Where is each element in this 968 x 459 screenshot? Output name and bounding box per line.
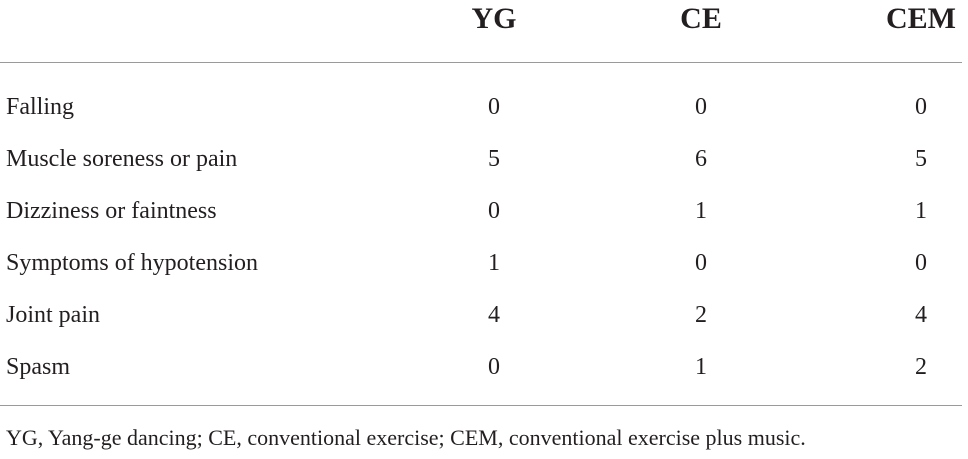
- column-header-cem: CEM: [886, 2, 956, 35]
- table-row: Falling 0 0 0: [0, 92, 968, 132]
- cell-yg: 5: [488, 146, 500, 172]
- cell-ce: 1: [695, 354, 707, 380]
- cell-ce: 1: [695, 198, 707, 224]
- row-label: Muscle soreness or pain: [6, 146, 238, 172]
- cell-yg: 0: [488, 198, 500, 224]
- cell-ce: 0: [695, 250, 707, 276]
- cell-ce: 6: [695, 146, 707, 172]
- cell-cem: 4: [915, 302, 927, 328]
- cell-ce: 0: [695, 94, 707, 120]
- row-label: Symptoms of hypotension: [6, 250, 259, 276]
- column-header-ce: CE: [680, 2, 722, 35]
- cell-cem: 5: [915, 146, 927, 172]
- table-row: Spasm 0 1 2: [0, 352, 968, 392]
- cell-cem: 1: [915, 198, 927, 224]
- table-header-divider: [0, 62, 962, 63]
- table-row: Symptoms of hypotension 1 0 0: [0, 248, 968, 288]
- table-footnote: YG, Yang-ge dancing; CE, conventional ex…: [6, 425, 806, 450]
- row-label: Dizziness or faintness: [6, 198, 217, 224]
- table-bottom-divider: [0, 405, 962, 406]
- column-header-yg: YG: [471, 2, 517, 35]
- table-row: Joint pain 4 2 4: [0, 300, 968, 340]
- row-label: Falling: [6, 94, 75, 120]
- cell-ce: 2: [695, 302, 707, 328]
- row-label: Spasm: [6, 354, 71, 380]
- cell-yg: 1: [488, 250, 500, 276]
- cell-cem: 0: [915, 94, 927, 120]
- cell-yg: 4: [488, 302, 500, 328]
- row-label: Joint pain: [6, 302, 100, 328]
- cell-yg: 0: [488, 94, 500, 120]
- table-row: Muscle soreness or pain 5 6 5: [0, 144, 968, 184]
- cell-cem: 0: [915, 250, 927, 276]
- cell-yg: 0: [488, 354, 500, 380]
- table-header-row: YG CE CEM: [0, 0, 968, 40]
- cell-cem: 2: [915, 354, 927, 380]
- table-row: Dizziness or faintness 0 1 1: [0, 196, 968, 236]
